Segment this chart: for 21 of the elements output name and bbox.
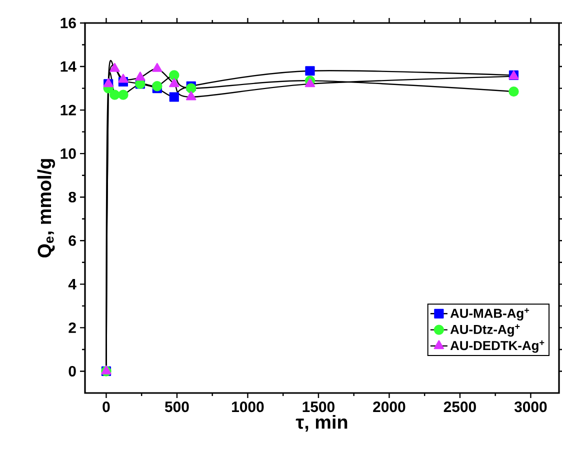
legend-label: AU-Dtz-Ag$^{+}$ (450, 324, 520, 337)
legend-label: AU-MAB-Ag$^{+}$ (450, 308, 530, 320)
y-tick-label: 8 (68, 192, 76, 202)
y-tick-label: 10 (60, 148, 76, 159)
x-tick-label: 1500 (302, 402, 334, 412)
y-tick-label: 4 (68, 279, 76, 290)
y-axis-title: Q$_{e}$, mmol/g (37, 159, 56, 258)
x-tick-label: 2000 (373, 402, 406, 412)
x-tick-label: 1000 (232, 402, 264, 412)
y-tick-label: 2 (68, 322, 76, 333)
y-tick-label: 6 (68, 235, 76, 246)
x-axis-title: τ, min (296, 414, 348, 432)
x-tick-label: 3000 (514, 402, 547, 412)
x-tick-label: 0 (102, 402, 110, 412)
x-tick-label: 2500 (444, 402, 476, 412)
y-tick-label: 16 (60, 18, 76, 28)
y-tick-label: 14 (60, 61, 76, 72)
x-tick-label: 500 (164, 402, 189, 412)
y-tick-label: 12 (60, 104, 76, 116)
y-tick-label: 0 (68, 366, 76, 377)
legend-label: AU-DEDTK-Ag$^{+}$ (450, 340, 544, 353)
